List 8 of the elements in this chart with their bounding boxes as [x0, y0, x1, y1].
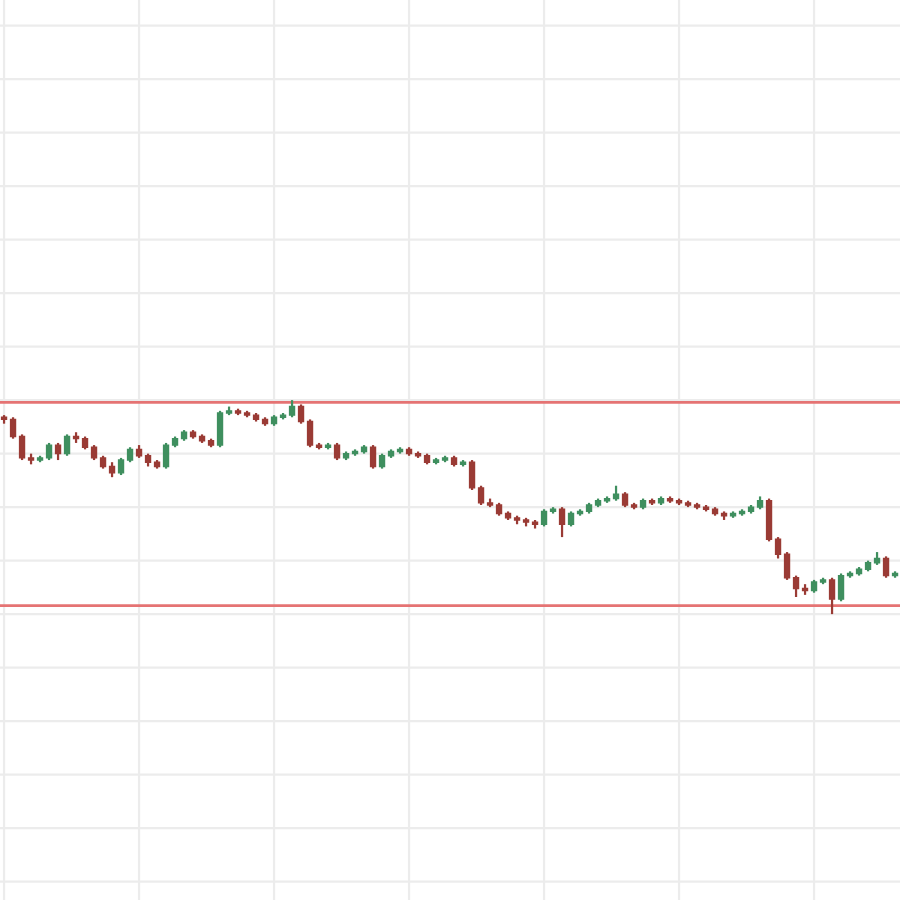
candlestick: [216, 409, 224, 449]
candlestick: [369, 443, 377, 470]
candlestick: [837, 572, 845, 603]
candlestick: [558, 506, 566, 539]
candlestick: [882, 555, 890, 579]
candlestick: [162, 441, 170, 470]
candlestick: [828, 576, 836, 616]
candlestick: [63, 433, 71, 457]
